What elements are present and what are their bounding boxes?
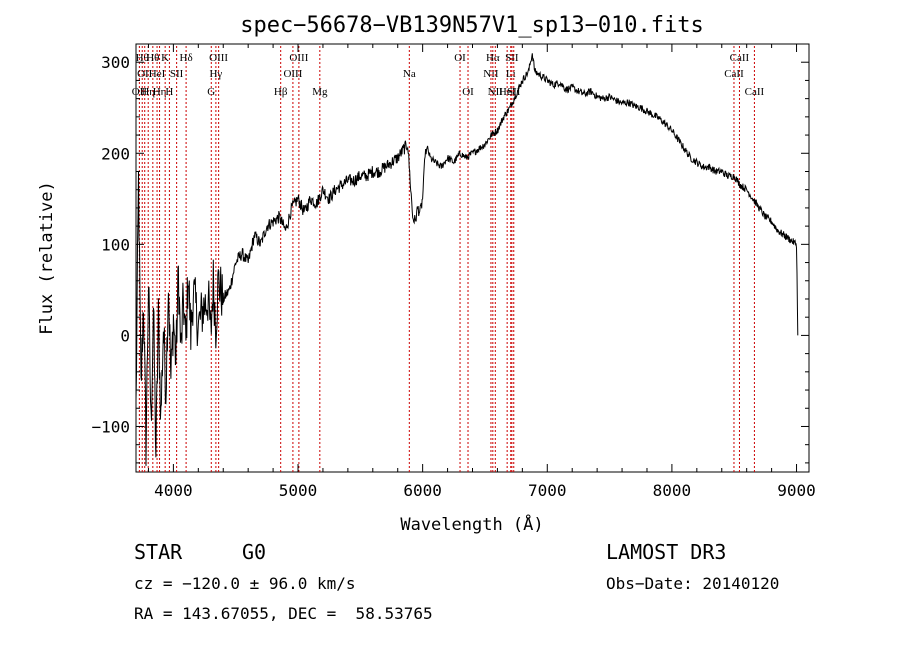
line-marker-label-9: SII [170, 68, 184, 80]
y-tick-label-1: 0 [120, 326, 130, 345]
y-tick-label-4: 300 [101, 53, 130, 72]
line-marker-label-26: SII [505, 52, 519, 64]
line-marker-label-22: Hα [486, 52, 500, 64]
redshift-readout: cz = −120.0 ± 96.0 km/s [134, 574, 356, 593]
x-tick-label-1: 5000 [279, 481, 318, 500]
line-marker-label-23: NII [488, 86, 504, 98]
line-marker-label-17: Mg [312, 86, 328, 98]
line-marker-label-10: Hδ [180, 52, 193, 64]
x-tick-label-4: 8000 [653, 481, 692, 500]
y-tick-label-0: −100 [91, 417, 130, 436]
line-marker-label-2: OII [137, 68, 153, 80]
line-marker-label-20: OI [462, 86, 474, 98]
line-marker-label-5: HeI [149, 68, 166, 80]
line-marker-label-7: K [161, 52, 169, 64]
line-marker-label-30: CaII [745, 86, 765, 98]
x-tick-label-0: 4000 [154, 481, 193, 500]
y-tick-label-2: 100 [101, 235, 130, 254]
x-tick-label-5: 9000 [777, 481, 816, 500]
line-marker-label-25: Li [506, 68, 516, 80]
line-marker-label-21: NII [483, 68, 499, 80]
line-marker-label-1: Hθ [136, 52, 149, 64]
line-marker-label-29: CaII [730, 52, 750, 64]
line-marker-label-28: CaII [724, 68, 744, 80]
line-marker-label-8: H [165, 86, 173, 98]
subclass: G0 [242, 540, 267, 564]
y-tick-label-3: 200 [101, 144, 130, 163]
line-marker-label-6: Hη [153, 86, 167, 98]
y-axis-label: Flux (relative) [37, 181, 57, 335]
line-marker-label-0: OII [132, 86, 148, 98]
line-marker-label-3: Hη [141, 86, 155, 98]
chart-title: spec−56678−VB139N57V1_sp13−010.fits [240, 13, 704, 38]
line-marker-label-15: OIII [283, 68, 302, 80]
line-marker-label-4: Hθ [146, 52, 159, 64]
survey-name: LAMOST DR3 [606, 540, 727, 564]
x-axis-label: Wavelength (Å) [400, 513, 543, 535]
emission-line-markers: OIIHθOIIHηHθHeIHηKHSIIHδGHγOIIIHβOIIIOII… [132, 46, 765, 472]
line-marker-label-13: OIII [209, 52, 228, 64]
object-class: STAR [134, 540, 183, 564]
axis-ticks: 4000 5000 6000 7000 8000 9000 −100 0 100 200 300 [91, 43, 816, 500]
spectrum-line [135, 53, 799, 466]
line-marker-label-12: Hγ [209, 68, 222, 80]
line-marker-label-18: Na [403, 68, 416, 80]
x-tick-label-2: 6000 [403, 481, 442, 500]
line-marker-label-14: Hβ [274, 86, 288, 98]
line-marker-label-16: OIII [289, 52, 308, 64]
plot-frame [135, 43, 810, 473]
line-marker-label-19: OI [454, 52, 466, 64]
x-tick-label-3: 7000 [528, 481, 567, 500]
obs-date: Obs−Date: 20140120 [606, 574, 780, 593]
coordinates-readout: RA = 143.67055, DEC = 58.53765 [134, 604, 433, 623]
line-marker-label-11: G [207, 86, 215, 98]
